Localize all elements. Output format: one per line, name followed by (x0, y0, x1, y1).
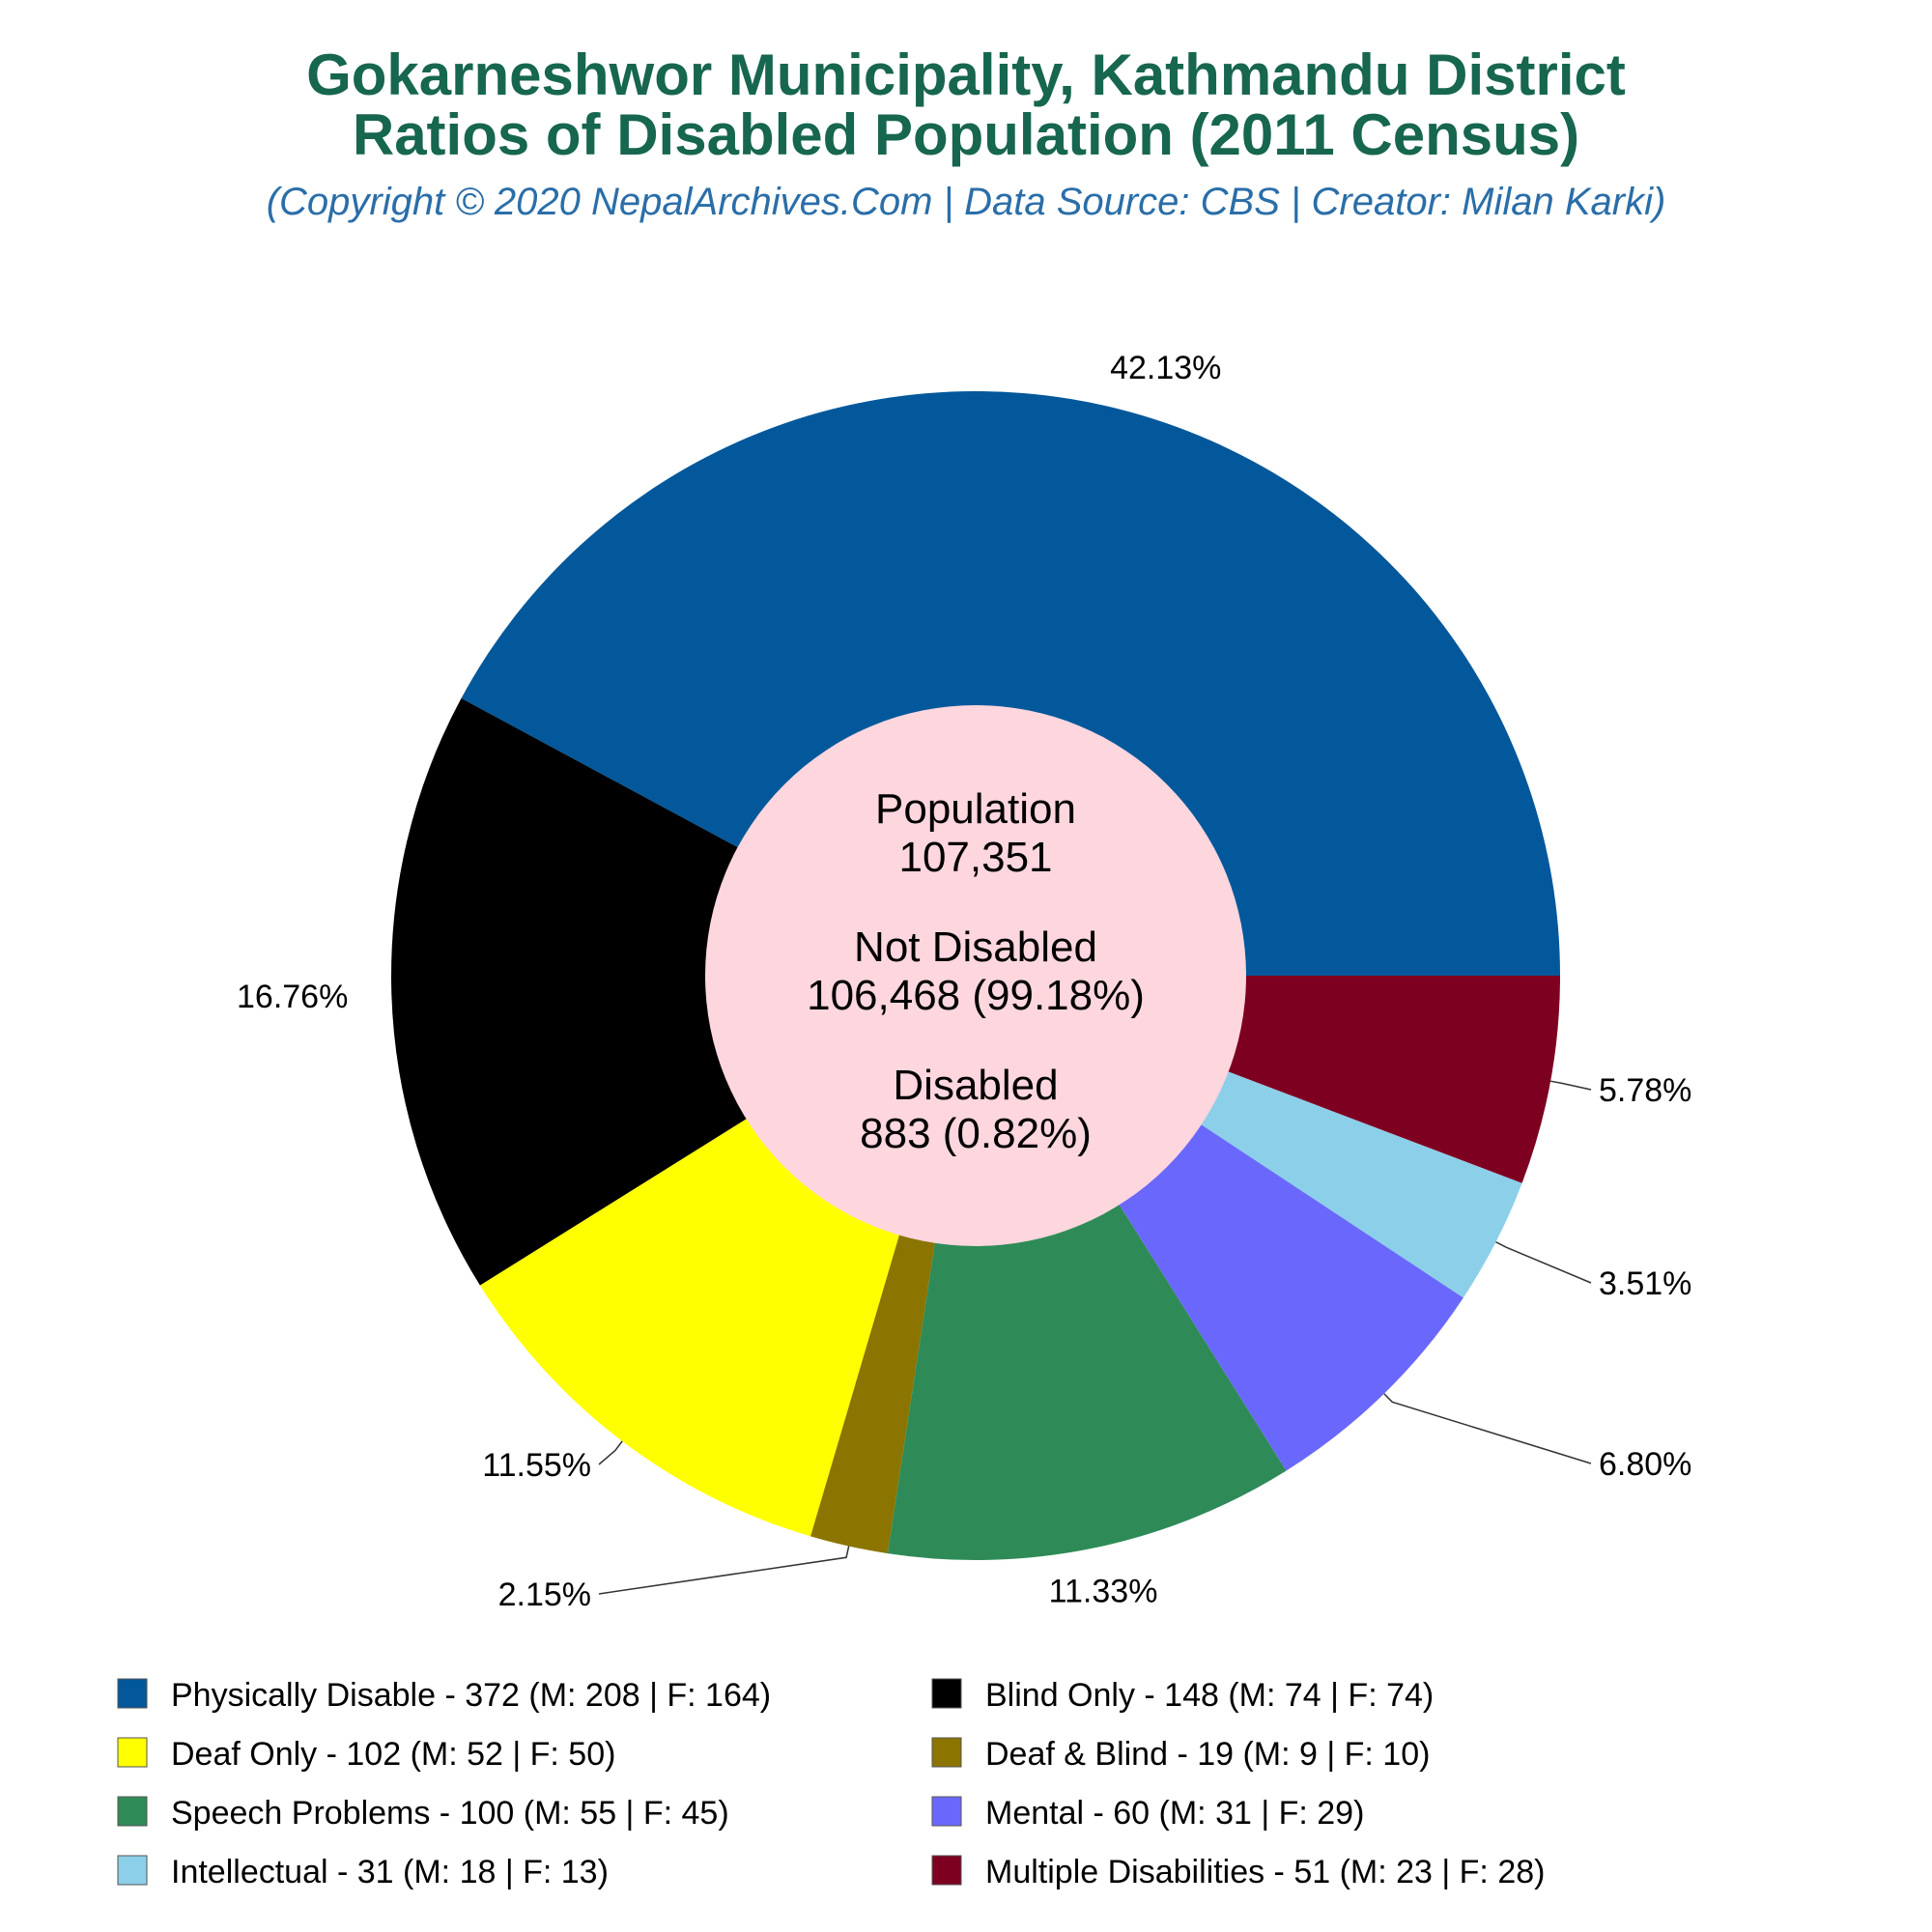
slice-physically-disable (461, 391, 1561, 977)
percent-label-deaf-only: 11.55% (482, 1447, 591, 1484)
chart-title-line1: Gokarneshwor Municipality, Kathmandu Dis… (306, 43, 1626, 107)
center-summary-circle (705, 705, 1246, 1246)
chart-subtitle: (Copyright © 2020 NepalArchives.Com | Da… (267, 181, 1666, 223)
legend-swatch-speech-problems (117, 1796, 148, 1827)
legend-label-multiple-disabilities: Multiple Disabilities - 51 (M: 23 | F: 2… (985, 1854, 1545, 1890)
center-population-value: 107,351 (898, 834, 1052, 881)
center-disabled-label: Disabled (893, 1062, 1058, 1109)
percent-label-mental: 6.80% (1599, 1446, 1691, 1483)
legend-label-physically-disable: Physically Disable - 372 (M: 208 | F: 16… (171, 1677, 771, 1714)
percent-label-physically-disable: 42.13% (1110, 350, 1221, 386)
leader-line-multiple-disabilities (1549, 1080, 1592, 1091)
leader-line-deaf-only (598, 1440, 623, 1465)
legend-swatch-deaf-and-blind (931, 1737, 962, 1768)
legend-swatch-deaf-only (117, 1737, 148, 1768)
center-not-disabled-value: 106,468 (99.18%) (807, 972, 1145, 1019)
percent-label-intellectual: 3.51% (1599, 1265, 1691, 1302)
leader-line-mental (1383, 1393, 1592, 1464)
chart-legend: Physically Disable - 372 (M: 208 | F: 16… (117, 1677, 1545, 1890)
center-population-label: Population (875, 785, 1076, 833)
leader-line-deaf-and-blind (598, 1546, 850, 1595)
legend-swatch-mental (931, 1796, 962, 1827)
legend-label-speech-problems: Speech Problems - 100 (M: 55 | F: 45) (171, 1795, 729, 1832)
legend-swatch-physically-disable (117, 1678, 148, 1709)
leader-line-intellectual (1495, 1241, 1592, 1284)
percent-labels: 42.13% 16.76% 11.55% 2.15% 11.33% 6.80% 3.51% 5… (237, 350, 1691, 1613)
label-leader-lines (598, 1080, 1592, 1595)
slice-blind-only (390, 697, 976, 1286)
chart-title-line2: Ratios of Disabled Population (2011 Cens… (353, 102, 1579, 167)
legend-label-mental: Mental - 60 (M: 31 | F: 29) (985, 1795, 1364, 1832)
legend-swatch-blind-only (931, 1678, 962, 1709)
legend-label-intellectual: Intellectual - 31 (M: 18 | F: 13) (171, 1854, 609, 1890)
legend-label-deaf-only: Deaf Only - 102 (M: 52 | F: 50) (171, 1736, 615, 1773)
legend-swatch-multiple-disabilities (931, 1855, 962, 1886)
legend-label-deaf-and-blind: Deaf & Blind - 19 (M: 9 | F: 10) (985, 1736, 1430, 1773)
legend-label-blind-only: Blind Only - 148 (M: 74 | F: 74) (985, 1677, 1434, 1714)
center-not-disabled-label: Not Disabled (854, 923, 1097, 971)
percent-label-speech-problems: 11.33% (1049, 1573, 1158, 1609)
legend-swatch-intellectual (117, 1855, 148, 1886)
percent-label-multiple-disabilities: 5.78% (1599, 1072, 1691, 1109)
center-disabled-value: 883 (0.82%) (860, 1110, 1092, 1157)
percent-label-blind-only: 16.76% (237, 979, 348, 1015)
percent-label-deaf-and-blind: 2.15% (498, 1577, 591, 1613)
